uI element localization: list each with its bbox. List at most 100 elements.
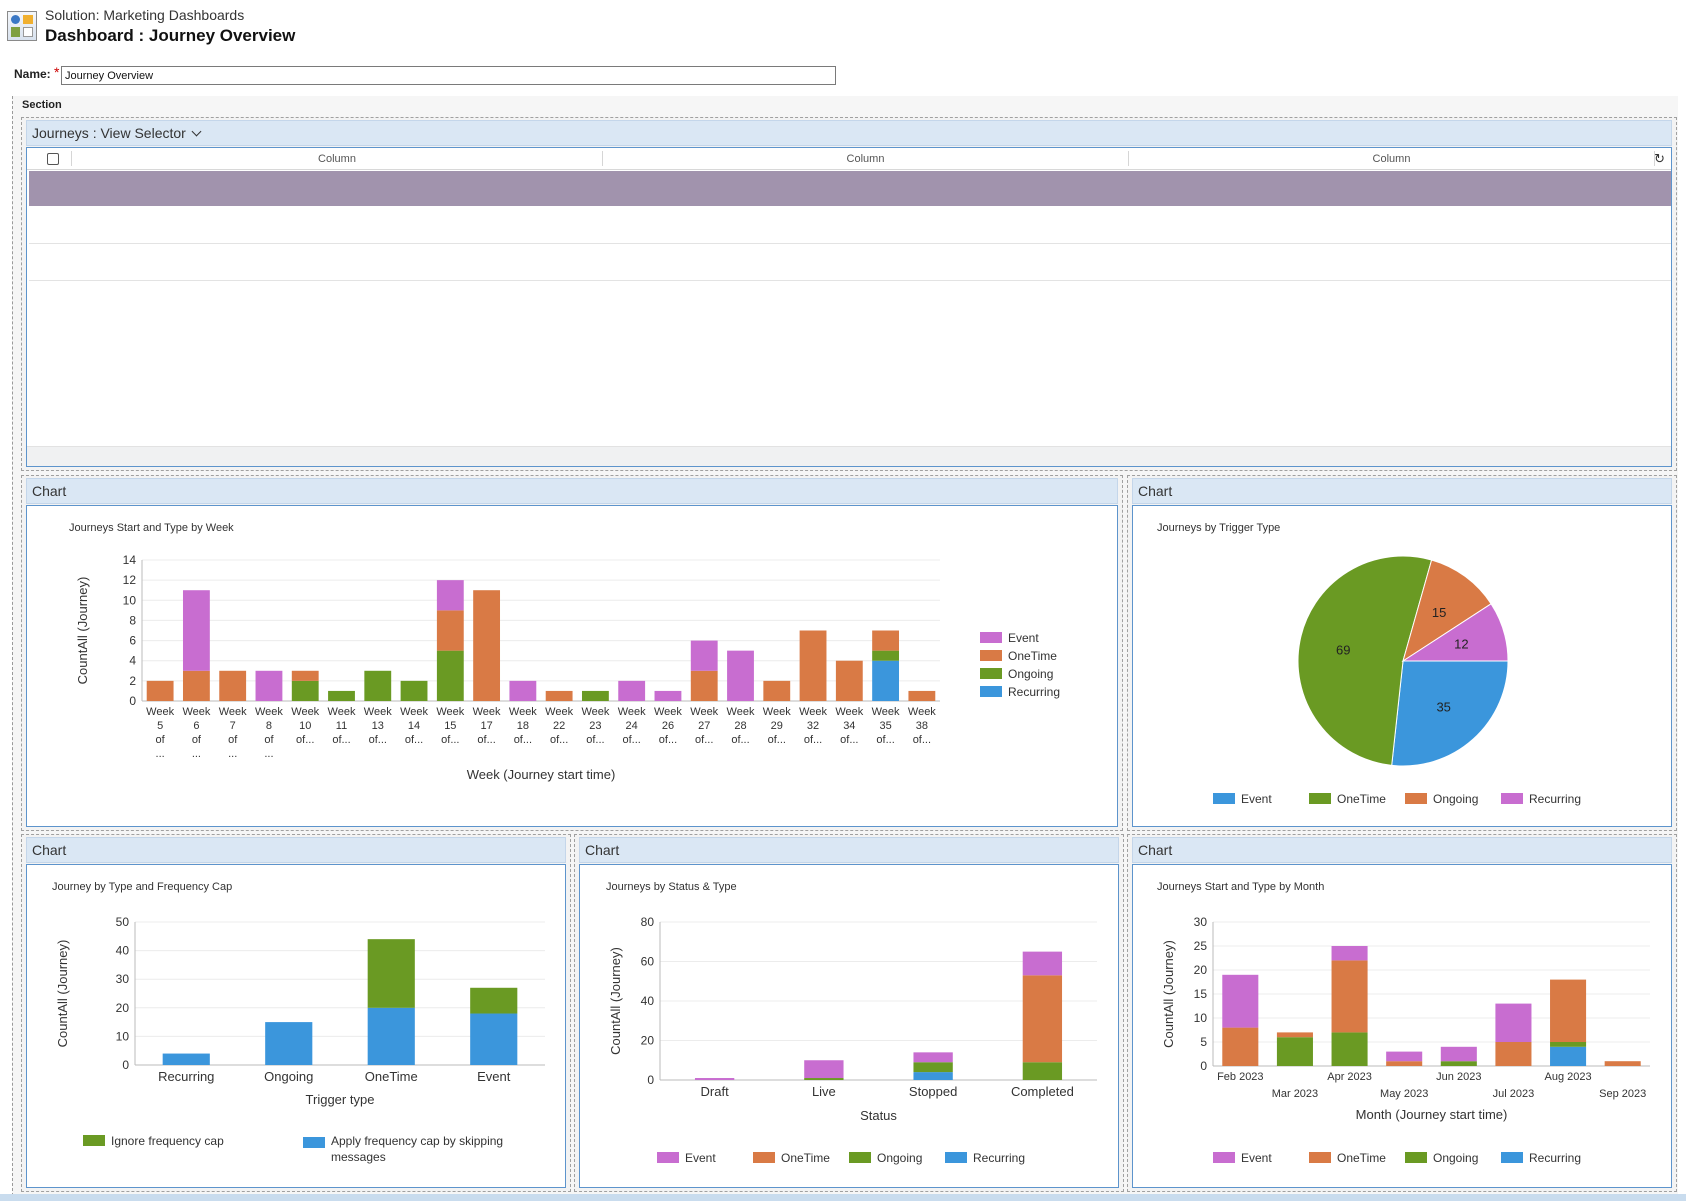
x-tick-label: Week: [545, 706, 573, 718]
bar-segment-event: [436, 580, 464, 611]
x-tick-label: of...: [477, 734, 495, 746]
x-tick-label: Event: [477, 1069, 511, 1084]
bar-segment-event: [1222, 974, 1259, 1028]
x-tick-label: of...: [876, 734, 894, 746]
chart-title: Journeys Start and Type by Week: [69, 522, 234, 534]
x-axis-title: Month (Journey start time): [1356, 1107, 1508, 1122]
legend-swatch-recurring: [1501, 793, 1523, 804]
x-tick-label: 5: [157, 720, 163, 732]
legend-label: Ignore frequency cap: [111, 1134, 224, 1148]
x-tick-label: Week: [727, 706, 755, 718]
legend-label: Event: [1008, 631, 1039, 645]
x-axis-title: Week (Journey start time): [467, 767, 616, 782]
x-axis-title: Trigger type: [306, 1092, 375, 1107]
chart-cell-trigger: Chart Journeys by Trigger Type 35 69 15 12 E…: [1127, 475, 1677, 831]
x-tick-label: of: [156, 734, 166, 746]
x-tick-label: Apr 2023: [1327, 1071, 1372, 1083]
x-tick-label: 17: [480, 720, 492, 732]
x-tick-label: 28: [734, 720, 746, 732]
column-header-2[interactable]: Column: [846, 153, 885, 165]
column-header-3[interactable]: Column: [1372, 153, 1411, 165]
legend-label: OneTime: [1337, 792, 1386, 806]
bar-segment-ongoing: [913, 1062, 953, 1073]
x-tick-label: of...: [659, 734, 677, 746]
chart-panel-body: Journey by Type and Frequency Cap 0 10 20 3…: [26, 864, 566, 1188]
x-tick-label: Week: [763, 706, 791, 718]
legend-label: Ongoing: [877, 1151, 922, 1165]
section-label: Section: [22, 99, 62, 111]
x-tick-label: of...: [913, 734, 931, 746]
bar-segment-onetime: [146, 680, 174, 701]
column-header-1[interactable]: Column: [318, 153, 356, 165]
bar-segment-onetime: [908, 690, 936, 701]
x-tick-label: of...: [441, 734, 459, 746]
legend-label: Recurring: [1529, 1151, 1581, 1165]
y-tick-label: 20: [116, 1001, 130, 1015]
x-tick-label: Week: [436, 706, 464, 718]
x-tick-label: 14: [408, 720, 420, 732]
legend-swatch-recurring: [980, 686, 1002, 697]
bar-segment-onetime: [690, 670, 718, 701]
chart-panel-body: Journeys Start and Type by Month 0 5 10 15 2…: [1132, 864, 1672, 1188]
x-tick-label: of...: [332, 734, 350, 746]
bar-segment-onetime: [872, 630, 900, 651]
bar-segment-recurring: [872, 660, 900, 701]
legend-swatch-apply-frequency-cap: [303, 1137, 325, 1148]
bar-segment-onetime: [835, 660, 863, 701]
pie-data-label: 15: [1432, 605, 1446, 620]
chart-cell-weekly: Chart Journeys Start and Type by Week 0 2…: [21, 475, 1123, 831]
legend-swatch-ignore-frequency-cap: [83, 1135, 105, 1146]
x-tick-label: Week: [400, 706, 428, 718]
bar-segment-onetime: [1386, 1061, 1423, 1066]
bar-segment-event: [255, 670, 283, 701]
name-label: Name:: [14, 67, 51, 81]
bar-segment-onetime: [219, 670, 247, 701]
x-tick-label: of...: [586, 734, 604, 746]
legend-label: Ongoing: [1433, 792, 1478, 806]
pie-slice-event: [1391, 660, 1509, 767]
y-tick-label: 40: [641, 994, 655, 1008]
form-header: Solution: Marketing Dashboards Dashboard…: [0, 0, 1686, 56]
view-selector[interactable]: Journeys : View Selector: [26, 120, 1672, 146]
x-tick-label: 38: [916, 720, 928, 732]
chart-panel-body: Journeys Start and Type by Week 0 2 4 6 8 10 1…: [26, 505, 1118, 827]
select-all-checkbox[interactable]: [47, 153, 59, 165]
x-tick-label: Draft: [701, 1084, 730, 1099]
chart-panel-header: Chart: [1132, 478, 1672, 504]
x-tick-label: Jul 2023: [1493, 1088, 1535, 1100]
grid-cell: Journeys : View Selector Column Column C…: [21, 117, 1677, 471]
grid-row-selected[interactable]: [29, 171, 1671, 206]
dashboard-icon: [7, 11, 37, 41]
legend-label: Recurring: [1529, 792, 1581, 806]
refresh-icon[interactable]: ↻: [1654, 151, 1665, 166]
bar-segment-ongoing: [291, 680, 319, 701]
x-tick-label: 15: [444, 720, 456, 732]
x-tick-label: OneTime: [365, 1069, 418, 1084]
y-tick-label: 30: [1194, 915, 1208, 929]
x-tick-label: of: [228, 734, 238, 746]
bar-segment-onetime: [1022, 975, 1063, 1063]
legend-swatch-event: [1213, 793, 1235, 804]
grid-row-divider: [29, 243, 1671, 244]
legend-swatch-ongoing: [1405, 1152, 1427, 1163]
legend-label: Ongoing: [1008, 667, 1053, 681]
legend-label: Event: [1241, 1151, 1272, 1165]
x-tick-label: 32: [807, 720, 819, 732]
x-tick-label: ...: [228, 748, 237, 760]
legend-swatch-event: [657, 1152, 679, 1163]
legend-label: OneTime: [781, 1151, 830, 1165]
chart-title: Journeys Start and Type by Month: [1157, 881, 1325, 893]
bar-segment-apply-frequency-cap-by-skipping-messages: [470, 1013, 518, 1065]
bar-segment-event: [690, 640, 718, 671]
x-tick-label: ...: [192, 748, 201, 760]
x-tick-label: Week: [328, 706, 356, 718]
bar-segment-ongoing: [436, 650, 464, 701]
legend-swatch-onetime: [1309, 1152, 1331, 1163]
x-tick-label: ...: [156, 748, 165, 760]
chevron-down-icon[interactable]: [191, 126, 202, 137]
x-tick-label: 7: [230, 720, 236, 732]
x-tick-label: of...: [405, 734, 423, 746]
bar-segment-ongoing: [1276, 1037, 1313, 1066]
name-input[interactable]: [61, 66, 836, 85]
chart-title: Journeys by Status & Type: [606, 881, 737, 893]
